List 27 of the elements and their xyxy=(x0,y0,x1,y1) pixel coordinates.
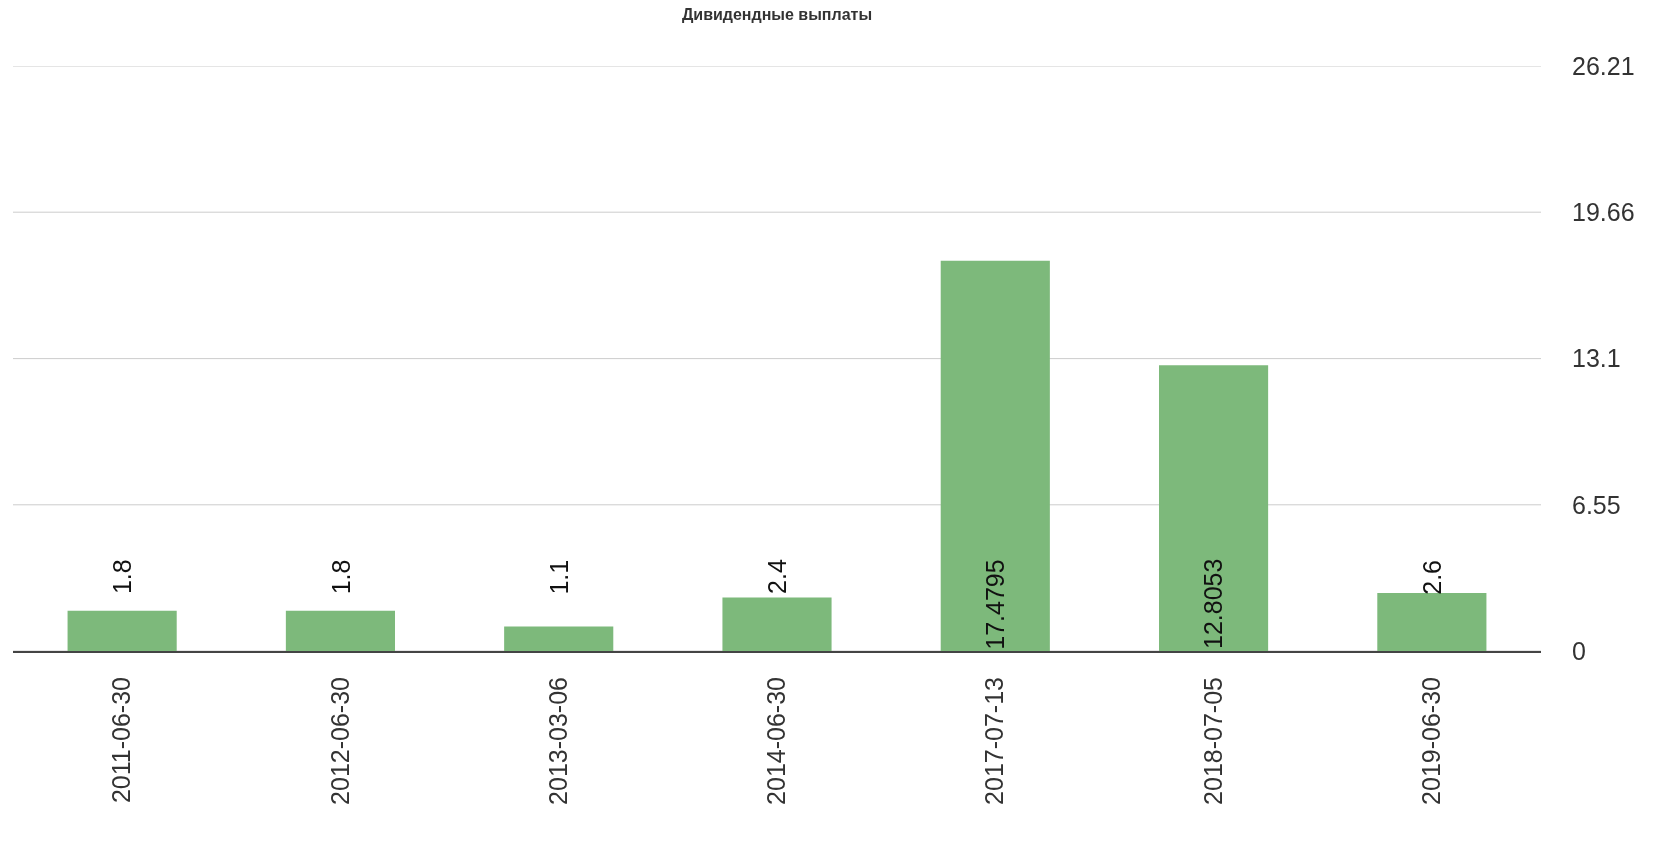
chart-title: Дивидендные выплаты xyxy=(681,5,873,23)
bar xyxy=(1377,592,1487,651)
bar xyxy=(504,626,614,651)
x-tick-label: 2018-07-05 xyxy=(1198,677,1227,805)
x-tick-label: 2014-06-30 xyxy=(762,677,791,805)
data-label: 1.1 xyxy=(544,559,573,595)
bar xyxy=(722,597,832,651)
data-label: 1.8 xyxy=(108,559,137,595)
bar xyxy=(67,610,177,651)
x-tick-label: 2012-06-30 xyxy=(325,677,354,805)
y-tick-label: 6.55 xyxy=(1572,490,1621,519)
data-label: 1.8 xyxy=(326,559,355,595)
y-tick-label: 19.66 xyxy=(1572,197,1635,226)
y-tick-label: 0 xyxy=(1572,636,1586,665)
data-label: 2.6 xyxy=(1417,559,1446,595)
data-label: 17.4795 xyxy=(980,559,1009,650)
x-tick-label: 2013-03-06 xyxy=(543,677,572,805)
data-label: 12.8053 xyxy=(1199,558,1228,649)
y-tick-label: 26.21 xyxy=(1572,51,1635,80)
y-tick-label: 13.1 xyxy=(1572,344,1621,373)
x-tick-label: 2011-06-30 xyxy=(107,677,136,804)
x-tick-label: 2019-06-30 xyxy=(1416,677,1445,805)
data-label: 2.4 xyxy=(763,559,792,594)
x-tick-label: 2017-07-13 xyxy=(980,677,1009,805)
bar xyxy=(940,260,1050,651)
bar xyxy=(285,610,395,651)
bar xyxy=(1159,365,1269,651)
